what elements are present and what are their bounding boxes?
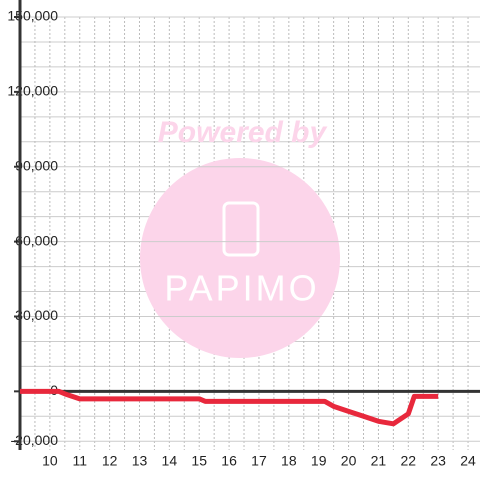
- x-tick-label: 12: [102, 453, 118, 469]
- watermark-text: Powered by: [158, 116, 328, 149]
- watermark-circle: [140, 158, 340, 358]
- data-line: [20, 388, 439, 427]
- x-tick-label: 16: [221, 453, 237, 469]
- x-tick-label: 23: [430, 453, 446, 469]
- x-tick-label: 20: [341, 453, 357, 469]
- y-tick-label: -20,000: [11, 432, 59, 448]
- x-tick-label: 13: [132, 453, 148, 469]
- x-tick-label: 22: [401, 453, 417, 469]
- y-tick-label: 120,000: [7, 83, 58, 99]
- y-tick-label: 150,000: [7, 8, 58, 24]
- x-tick-label: 17: [251, 453, 267, 469]
- y-tick-label: 90,000: [15, 157, 58, 173]
- x-tick-label: 24: [460, 453, 476, 469]
- x-tick-label: 15: [191, 453, 207, 469]
- watermark-logo: PAPIMO: [164, 268, 319, 309]
- x-tick-label: 19: [311, 453, 327, 469]
- x-tick-label: 14: [162, 453, 178, 469]
- watermark: Powered by PAPIMO: [140, 116, 340, 358]
- x-tick-label: 21: [371, 453, 387, 469]
- x-tick-label: 18: [281, 453, 297, 469]
- y-tick-label: 30,000: [15, 307, 58, 323]
- y-tick-label: 60,000: [15, 232, 58, 248]
- x-tick-label: 10: [42, 453, 58, 469]
- x-tick-label: 11: [72, 453, 87, 469]
- phone-icon: [222, 201, 260, 257]
